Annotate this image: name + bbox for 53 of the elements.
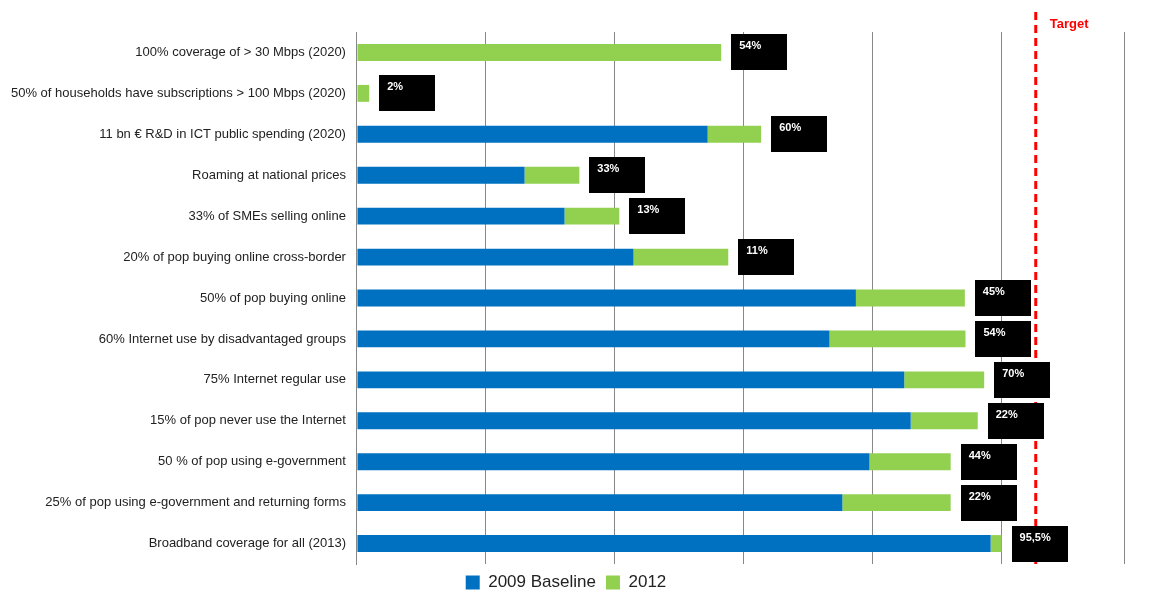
y-tick-label: 50% of households have subscriptions > 100 Mbps (2020) [10, 84, 346, 100]
callout-box: 70% [994, 361, 1051, 398]
bar [357, 84, 370, 102]
bar [357, 166, 525, 184]
bar [357, 494, 843, 512]
y-tick-label: Roaming at national prices [192, 166, 347, 182]
callout-box: 54% [731, 34, 788, 71]
callout-box: 22% [987, 402, 1044, 439]
ref-line-label: Target [1049, 15, 1090, 31]
bar [357, 44, 722, 61]
callout-box: 44% [960, 443, 1017, 480]
bar [633, 248, 729, 266]
callout-box: 22% [960, 484, 1017, 521]
y-tick-label: Broadband coverage for all (2013) [148, 535, 346, 551]
y-tick-label: 20% of pop buying online cross-border [123, 248, 347, 264]
bar [829, 330, 966, 348]
callout-box: 60% [771, 116, 828, 153]
y-tick-label: 33% of SMEs selling online [188, 207, 346, 223]
bar [855, 289, 965, 307]
bar [524, 166, 580, 184]
y-tick-label: 60% Internet use by disadvantaged groups [98, 330, 347, 346]
legend-label: 2009 Baseline [488, 572, 596, 592]
callout-box: 45% [974, 280, 1031, 316]
bar [357, 248, 634, 266]
y-tick-label: 50% of pop buying online [199, 289, 346, 305]
bar [357, 289, 856, 307]
y-tick-label: 75% Internet regular use [203, 371, 346, 387]
legend-label: 2012 [628, 572, 667, 592]
y-tick-label: 11 bn € R&D in ICT public spending (2020) [99, 125, 346, 141]
y-tick-label: 50 % of pop using e-government [158, 453, 347, 469]
bar [904, 371, 985, 389]
bar [910, 412, 978, 430]
bar [357, 125, 708, 143]
callout-box: 11% [738, 239, 795, 276]
bar [357, 412, 911, 430]
callout-box: 95,5% [1011, 525, 1068, 562]
bar [357, 535, 991, 552]
callout-box: 2% [379, 75, 436, 112]
callout-box: 33% [589, 157, 646, 194]
bar [357, 371, 905, 389]
bar [990, 535, 1002, 552]
bar [842, 494, 951, 512]
bar [869, 453, 951, 471]
y-tick-label: 25% of pop using e-government and returning forms [45, 494, 347, 510]
callout-box: 13% [629, 198, 686, 235]
y-tick-label: 15% of pop never use the Internet [150, 412, 347, 428]
callout-box: 54% [975, 320, 1032, 357]
bar [357, 453, 870, 471]
bar [357, 207, 565, 225]
bar [357, 330, 830, 348]
y-tick-label: 100% coverage of > 30 Mbps (2020) [135, 44, 346, 60]
bar [707, 125, 762, 143]
bar [564, 207, 620, 225]
